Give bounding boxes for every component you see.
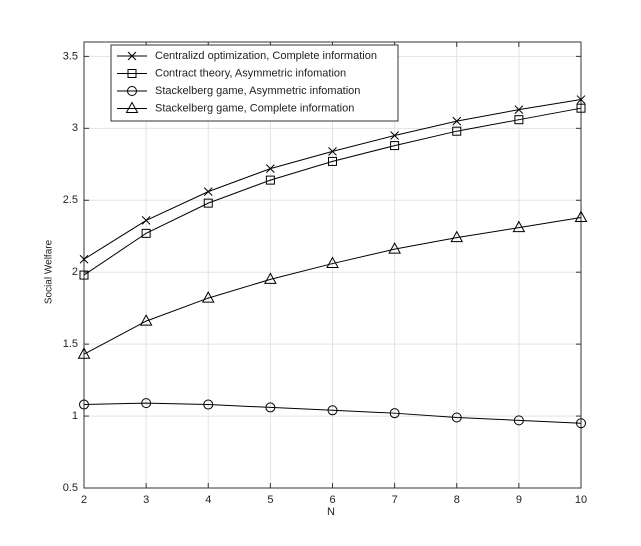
data-point (327, 405, 338, 416)
data-point (389, 408, 400, 419)
data-point (450, 230, 464, 243)
data-point (203, 187, 213, 196)
data-point (390, 141, 400, 151)
data-point (203, 399, 214, 410)
x-tick-label: 6 (329, 494, 335, 506)
data-point (139, 314, 153, 326)
data-point (141, 216, 151, 225)
x-axis-label: N (327, 506, 335, 518)
series-line (83, 107, 582, 276)
y-tick-label: 3.5 (63, 50, 78, 62)
legend-marker (125, 101, 139, 113)
data-point (266, 164, 275, 173)
data-point (452, 126, 462, 136)
x-tick-label: 7 (392, 494, 398, 506)
data-point (326, 256, 339, 269)
data-point (141, 228, 151, 238)
y-tick-label: 2.5 (63, 194, 78, 206)
data-point (513, 415, 524, 426)
data-point (576, 418, 586, 429)
x-tick-label: 10 (575, 494, 587, 506)
y-tick-label: 1 (72, 410, 78, 422)
data-point (141, 398, 152, 409)
data-point (264, 272, 277, 284)
legend-label: Stackelberg game, Asymmetric infomation (155, 85, 360, 97)
data-point (514, 105, 524, 114)
data-point (265, 402, 276, 413)
data-point (452, 116, 462, 126)
series-line (83, 402, 582, 424)
plot-frame (83, 41, 582, 489)
y-tick-label: 2 (72, 266, 78, 278)
data-point (451, 412, 462, 423)
x-tick-label: 2 (81, 494, 87, 506)
data-point (79, 399, 89, 410)
data-point (574, 210, 588, 223)
data-point (388, 242, 401, 254)
series-line (83, 217, 582, 355)
legend-marker (127, 51, 137, 61)
legend-label: Stackelberg game, Complete information (155, 102, 354, 114)
data-point (576, 103, 586, 113)
x-tick-label: 5 (267, 494, 273, 506)
legend-box (110, 44, 399, 122)
data-point (77, 347, 91, 359)
legend-label: Centralizd optimization, Complete inform… (155, 50, 377, 62)
data-point (79, 254, 89, 264)
x-tick-label: 3 (143, 494, 149, 506)
data-point (201, 291, 215, 303)
legend-marker (127, 69, 137, 78)
y-tick-label: 0.5 (63, 482, 78, 494)
x-tick-label: 4 (205, 494, 211, 506)
data-point (514, 115, 524, 125)
y-tick-label: 1.5 (63, 338, 78, 350)
y-axis-label: Social Welfare (44, 239, 55, 304)
legend-marker (127, 86, 137, 96)
data-point (328, 156, 337, 166)
legend-label: Contract theory, Asymmetric infomation (155, 67, 346, 79)
x-tick-label: 9 (516, 494, 522, 506)
y-tick-label: 3 (72, 122, 78, 134)
data-point (265, 175, 275, 185)
data-point (512, 220, 526, 233)
data-point (328, 146, 337, 156)
data-point (79, 270, 89, 280)
data-point (390, 131, 399, 140)
data-point (203, 198, 213, 208)
data-point (576, 95, 586, 104)
x-tick-label: 8 (454, 494, 460, 506)
